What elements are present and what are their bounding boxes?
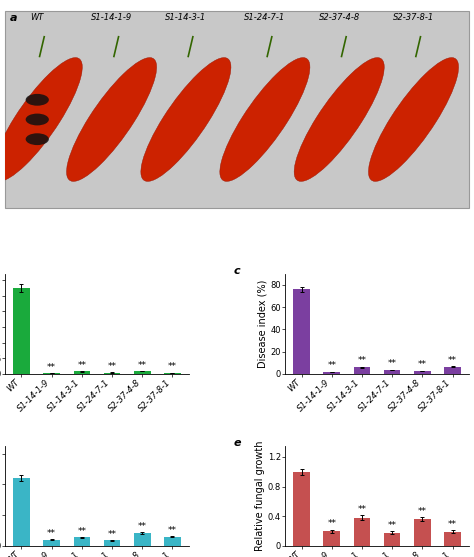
Text: **: ** bbox=[357, 505, 366, 514]
Ellipse shape bbox=[220, 57, 310, 182]
Text: **: ** bbox=[138, 360, 146, 369]
Bar bbox=[134, 533, 151, 546]
Bar bbox=[444, 367, 461, 374]
Bar bbox=[134, 371, 151, 374]
Bar bbox=[384, 370, 401, 374]
Bar bbox=[13, 478, 30, 546]
Text: S2-37-4-8: S2-37-4-8 bbox=[319, 13, 360, 22]
Ellipse shape bbox=[26, 133, 49, 145]
Text: **: ** bbox=[108, 362, 117, 371]
Text: **: ** bbox=[388, 359, 397, 368]
Text: **: ** bbox=[328, 519, 336, 528]
Text: **: ** bbox=[138, 521, 146, 531]
Bar bbox=[414, 519, 431, 546]
Bar bbox=[13, 288, 30, 374]
Ellipse shape bbox=[26, 114, 49, 125]
Ellipse shape bbox=[141, 57, 231, 182]
Bar bbox=[43, 373, 60, 374]
Bar bbox=[354, 517, 370, 546]
Text: S1-14-1-9: S1-14-1-9 bbox=[91, 13, 132, 22]
Bar bbox=[104, 540, 120, 546]
Text: **: ** bbox=[448, 520, 457, 529]
Bar bbox=[164, 373, 181, 374]
Text: **: ** bbox=[168, 526, 177, 535]
Ellipse shape bbox=[294, 57, 384, 182]
Y-axis label: Relative fungal growth: Relative fungal growth bbox=[255, 441, 265, 551]
Bar bbox=[104, 373, 120, 374]
Text: WT: WT bbox=[30, 13, 44, 22]
Text: **: ** bbox=[47, 529, 56, 538]
FancyBboxPatch shape bbox=[5, 11, 469, 208]
Text: S1-24-7-1: S1-24-7-1 bbox=[244, 13, 285, 22]
Text: S1-14-3-1: S1-14-3-1 bbox=[165, 13, 207, 22]
Text: **: ** bbox=[418, 507, 427, 516]
Ellipse shape bbox=[66, 57, 156, 182]
Bar bbox=[354, 367, 370, 374]
Text: **: ** bbox=[357, 356, 366, 365]
Ellipse shape bbox=[368, 57, 458, 182]
Bar bbox=[414, 371, 431, 374]
Bar bbox=[73, 538, 90, 546]
Ellipse shape bbox=[26, 94, 49, 106]
Bar bbox=[293, 290, 310, 374]
Bar bbox=[384, 532, 401, 546]
Text: **: ** bbox=[108, 530, 117, 539]
Bar bbox=[43, 540, 60, 546]
Text: **: ** bbox=[77, 526, 86, 535]
Text: a: a bbox=[9, 13, 17, 23]
Bar bbox=[323, 531, 340, 546]
Text: S2-37-8-1: S2-37-8-1 bbox=[393, 13, 434, 22]
Y-axis label: Disease index (%): Disease index (%) bbox=[257, 280, 267, 368]
Ellipse shape bbox=[0, 57, 82, 182]
Bar bbox=[73, 372, 90, 374]
Text: **: ** bbox=[168, 363, 177, 372]
Text: c: c bbox=[233, 266, 240, 276]
Text: e: e bbox=[233, 438, 241, 448]
Text: **: ** bbox=[448, 356, 457, 365]
Text: **: ** bbox=[77, 361, 86, 370]
Bar bbox=[293, 472, 310, 546]
Bar bbox=[323, 372, 340, 374]
Text: **: ** bbox=[388, 521, 397, 530]
Text: **: ** bbox=[418, 360, 427, 369]
Bar bbox=[164, 536, 181, 546]
Text: **: ** bbox=[47, 363, 56, 372]
Text: **: ** bbox=[328, 361, 336, 370]
Bar bbox=[444, 532, 461, 546]
